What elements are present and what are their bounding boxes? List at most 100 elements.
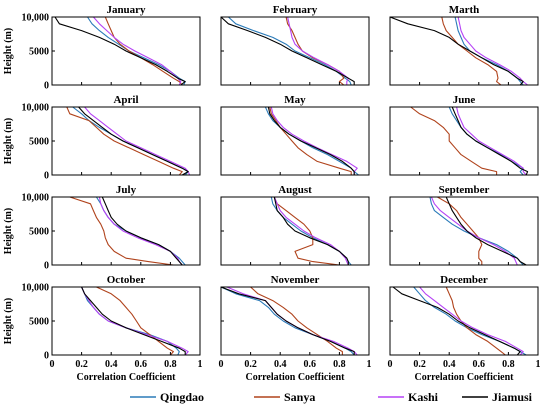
legend-label: Jiamusi xyxy=(492,390,533,404)
panel-title: January xyxy=(106,4,146,16)
series-line-jiamusi xyxy=(78,106,189,176)
series-line-sanya xyxy=(69,196,174,266)
x-tick-label: 0 xyxy=(388,359,393,370)
x-tick-label: 0.6 xyxy=(135,359,148,370)
legend-label: Qingdao xyxy=(160,390,204,404)
series-line-qingdao xyxy=(264,106,359,176)
panel-august: August xyxy=(220,184,370,266)
panel-title: November xyxy=(271,274,320,286)
legend-label: Kashi xyxy=(408,390,439,404)
x-tick-label: 0.6 xyxy=(473,359,486,370)
series-line-kashi xyxy=(84,106,191,176)
x-tick-label: 0 xyxy=(50,359,55,370)
panel-title: May xyxy=(284,94,306,106)
panel-frame xyxy=(220,286,370,356)
x-axis-label: Correlation Coefficient xyxy=(246,372,346,383)
y-axis-label: Height (m) xyxy=(3,118,14,164)
x-axis-label: Correlation Coefficient xyxy=(415,372,515,383)
series-line-sanya xyxy=(441,16,502,86)
legend-item-jiamusi: Jiamusi xyxy=(462,390,533,404)
legend: Qingdao Sanya Kashi Jiamusi xyxy=(130,390,533,404)
series-line-sanya xyxy=(96,286,174,356)
y-axis-label: Height (m) xyxy=(3,28,14,74)
series-line-kashi xyxy=(98,196,183,266)
series-line-kashi xyxy=(457,16,528,86)
legend-item-qingdao: Qingdao xyxy=(130,390,204,404)
panel-january: January 0 5000 10,000 Height (m) xyxy=(3,4,201,92)
series-line-sanya xyxy=(269,106,352,175)
x-tick-label: 0.4 xyxy=(274,359,287,370)
x-tick-label: 0.4 xyxy=(443,359,456,370)
x-tick-label: 0.8 xyxy=(164,359,177,370)
legend-item-kashi: Kashi xyxy=(378,390,439,404)
series-line-qingdao xyxy=(220,286,355,356)
x-tick-label: 0 xyxy=(219,359,224,370)
y-axis-label: Height (m) xyxy=(3,208,14,254)
y-tick-label: 10,000 xyxy=(22,13,50,24)
x-tick-label: 0.4 xyxy=(105,359,118,370)
series-line-jiamusi xyxy=(220,16,355,85)
y-tick-label: 5000 xyxy=(29,227,49,238)
x-tick-label: 0.8 xyxy=(333,359,346,370)
panel-title: December xyxy=(440,274,488,286)
x-axis-label: Correlation Coefficient xyxy=(77,372,177,383)
panel-title: October xyxy=(107,274,146,286)
series-line-kashi xyxy=(287,16,349,85)
series-line-kashi xyxy=(273,196,349,266)
series-line-qingdao xyxy=(448,106,524,176)
y-tick-label: 5000 xyxy=(29,47,49,58)
panel-title: Marth xyxy=(449,4,480,16)
x-tick-label: 1 xyxy=(198,359,203,370)
y-tick-label: 10,000 xyxy=(22,193,50,204)
x-tick-label: 0.2 xyxy=(244,359,257,370)
y-tick-label: 0 xyxy=(44,171,49,182)
series-line-qingdao xyxy=(228,16,352,86)
legend-item-sanya: Sanya xyxy=(254,390,315,404)
series-line-sanya xyxy=(66,106,183,176)
x-tick-label: 1 xyxy=(367,359,372,370)
series-line-qingdao xyxy=(72,106,189,176)
x-tick-label: 0.2 xyxy=(413,359,426,370)
series-line-jiamusi xyxy=(267,106,355,175)
panel-title: August xyxy=(278,184,312,196)
series-line-jiamusi xyxy=(451,106,529,176)
panels-grid: January 0 5000 10,000 Height (m) February Mart… xyxy=(3,4,541,383)
series-line-kashi xyxy=(430,196,518,266)
panel-title: June xyxy=(453,94,476,106)
panel-title: September xyxy=(439,184,490,196)
series-line-kashi xyxy=(419,286,524,356)
panel-november: November 0 0.2 0.4 0.6 0.8 1 Correlation Coeffi… xyxy=(219,274,372,383)
series-line-jiamusi xyxy=(81,286,186,355)
series-line-qingdao xyxy=(95,196,186,266)
panel-title: February xyxy=(273,4,318,16)
series-line-jiamusi xyxy=(101,196,183,266)
panel-title: April xyxy=(113,94,138,106)
series-line-qingdao xyxy=(81,286,180,356)
series-line-jiamusi xyxy=(273,196,349,265)
y-tick-label: 0 xyxy=(44,81,49,92)
series-line-jiamusi xyxy=(220,286,355,355)
series-line-jiamusi xyxy=(389,16,524,86)
panel-may: May xyxy=(220,94,370,176)
series-line-jiamusi xyxy=(445,196,527,266)
y-axis-label: Height (m) xyxy=(3,298,14,344)
series-line-qingdao xyxy=(270,196,352,266)
series-line-kashi xyxy=(81,286,189,356)
panel-frame xyxy=(51,286,201,356)
series-line-sanya xyxy=(273,196,340,266)
y-tick-label: 0 xyxy=(44,351,49,362)
panel-april: April 0 5000 10,000 Height (m) xyxy=(3,94,201,182)
legend-label: Sanya xyxy=(284,390,315,404)
series-line-sanya xyxy=(250,286,343,355)
series-line-jiamusi xyxy=(54,16,186,86)
x-tick-label: 1 xyxy=(536,359,541,370)
panel-marth: Marth xyxy=(389,4,539,86)
panel-title: July xyxy=(116,184,137,196)
x-tick-label: 0.2 xyxy=(75,359,88,370)
series-line-sanya xyxy=(410,106,498,175)
series-line-kashi xyxy=(270,106,358,175)
series-line-qingdao xyxy=(87,16,186,86)
series-line-sanya xyxy=(104,16,183,86)
panel-october: October 0 0.2 0.4 0.6 0.8 1 0 5000 10,000 Height (… xyxy=(3,274,203,383)
